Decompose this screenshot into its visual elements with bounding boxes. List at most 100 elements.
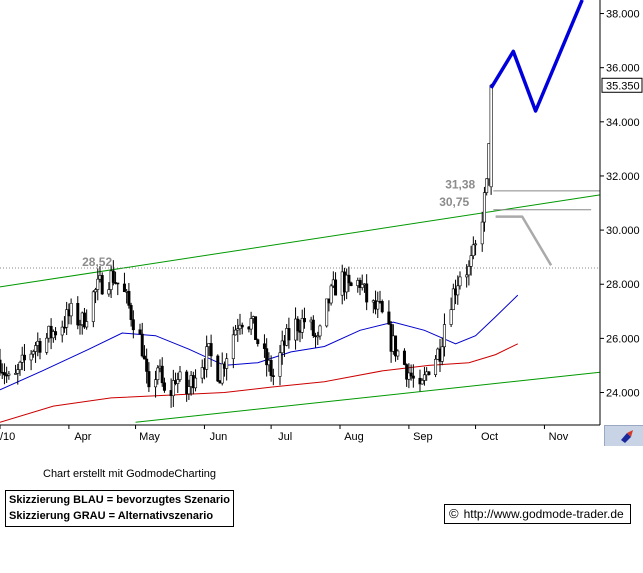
candle-body-154 — [471, 244, 475, 256]
annotation-label-1: 28,52 — [82, 255, 112, 269]
candle-body-85 — [256, 339, 260, 345]
candle-body-129 — [394, 335, 398, 357]
legend-blue-scenario: Skizzierung BLAU = bevorzugtes Szenario — [9, 494, 230, 506]
candle-body-16 — [45, 337, 49, 353]
candle-body-132 — [405, 364, 409, 380]
candle-body-114 — [347, 274, 351, 284]
y-tick-label-6: 34.000 — [606, 117, 640, 129]
candle-body-44 — [129, 305, 133, 320]
x-tick-label-3: May — [139, 431, 160, 443]
candle-body-76 — [231, 334, 235, 360]
channel-lower-line — [135, 371, 601, 423]
last-price-box — [601, 77, 643, 93]
candle-body-147 — [451, 288, 455, 310]
candle-body-26 — [76, 303, 80, 326]
candle-body-41 — [122, 283, 126, 293]
candle-body-6 — [14, 373, 18, 375]
candle-body-131 — [402, 350, 406, 365]
candle-body-87 — [265, 348, 269, 366]
candle-body-84 — [254, 316, 258, 340]
candle-body-86 — [262, 343, 266, 349]
x-tick-label-4: Jun — [210, 431, 228, 443]
candle-body-156 — [480, 221, 484, 245]
candle-body-73 — [220, 363, 224, 384]
candle-body-55 — [162, 382, 166, 391]
candle-body-40 — [116, 282, 120, 285]
candle-body-125 — [380, 301, 384, 313]
chart-corner-icon[interactable] — [604, 425, 643, 446]
candle-body-31 — [91, 291, 95, 322]
candle-body-126 — [387, 311, 391, 325]
candle-body-10 — [22, 354, 26, 361]
candle-body-151 — [465, 274, 469, 278]
candle-body-145 — [442, 324, 446, 348]
candle-body-155 — [474, 243, 478, 246]
candle-body-95 — [287, 328, 291, 341]
scenario-grau-line — [495, 215, 553, 266]
candle-body-150 — [458, 276, 462, 287]
candle-body-11 — [29, 353, 33, 361]
annotation-label-3: 30,75 — [439, 195, 469, 209]
y-tick-label-7: 36.000 — [606, 63, 640, 75]
x-tick-label-5: Jul — [278, 431, 292, 443]
candle-body-118 — [360, 284, 364, 288]
candle-body-92 — [280, 340, 284, 354]
candle-body-106 — [325, 298, 329, 327]
candle-body-100 — [302, 317, 306, 323]
moving-average-2 — [0, 343, 519, 423]
candle-body-77 — [234, 329, 238, 336]
candle-body-52 — [156, 367, 160, 381]
candle-body-22 — [62, 326, 66, 329]
y-tick-label-8: 38.000 — [606, 9, 640, 21]
candle-body-113 — [345, 274, 349, 293]
candle-body-120 — [365, 283, 369, 303]
candle-body-66 — [200, 367, 204, 379]
scenario-legend: Skizzierung BLAU = bevorzugtes Szenario … — [5, 490, 234, 527]
candle-body-46 — [138, 329, 142, 335]
candle-body-62 — [187, 386, 191, 395]
candles — [0, 83, 493, 408]
candle-body-102 — [311, 319, 315, 336]
candle-body-68 — [205, 346, 209, 370]
candle-body-158 — [485, 178, 489, 193]
candle-body-115 — [349, 282, 353, 286]
candle-body-61 — [185, 371, 189, 395]
candle-body-33 — [96, 278, 100, 290]
candle-body-60 — [178, 371, 182, 380]
last-price-label: 35.350 — [606, 80, 640, 92]
candle-body-141 — [434, 358, 438, 375]
candle-body-25 — [69, 303, 73, 317]
scenario-blau-line — [489, 0, 584, 113]
y-tick-label-1: 24.000 — [606, 388, 640, 400]
website-link-box[interactable]: © http://www.godmode-trader.de — [444, 504, 631, 524]
candle-body-13 — [34, 345, 38, 352]
candle-body-135 — [411, 375, 415, 379]
y-tick-label-5: 32.000 — [606, 171, 640, 183]
y-tick-label-3: 28.000 — [606, 279, 640, 291]
candle-body-97 — [296, 318, 300, 332]
candle-body-149 — [456, 285, 460, 296]
candle-body-7 — [16, 369, 20, 374]
y-tick-label-4: 30.000 — [606, 225, 640, 237]
candle-body-110 — [334, 279, 338, 296]
candle-body-15 — [38, 341, 42, 353]
candle-body-49 — [145, 358, 149, 372]
candle-body-153 — [469, 255, 473, 267]
x-tick-label-6: Aug — [344, 431, 364, 443]
candle-body-35 — [100, 275, 104, 295]
candle-body-130 — [396, 350, 400, 357]
website-url[interactable]: http://www.godmode-trader.de — [463, 507, 624, 521]
candle-body-3 — [2, 372, 6, 376]
candle-body-82 — [249, 318, 253, 330]
candle-body-140 — [427, 371, 431, 375]
candle-body-75 — [225, 358, 229, 369]
candle-body-117 — [358, 280, 362, 288]
candle-body-48 — [142, 355, 146, 360]
candle-body-38 — [111, 270, 115, 283]
candle-body-29 — [82, 312, 86, 328]
candle-body-160 — [489, 84, 493, 188]
candle-body-59 — [176, 379, 180, 384]
annotation-label-2: 31,38 — [445, 178, 475, 192]
candle-body-50 — [147, 371, 151, 388]
candle-body-104 — [316, 335, 320, 338]
